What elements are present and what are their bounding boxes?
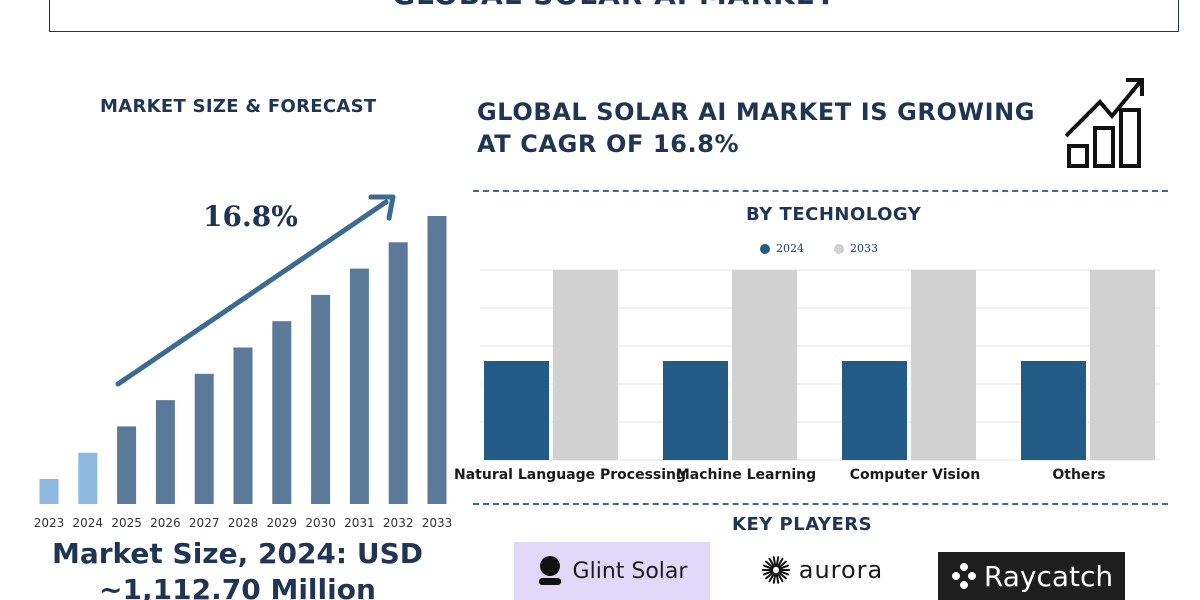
market-size-line-1: Market Size, 2024: USD [51,537,423,570]
forecast-bar-2028 [233,347,253,504]
tech-bar-2024-1 [663,361,728,460]
section-divider-bottom [473,503,1168,505]
tech-bar-2033-1 [732,270,797,460]
legend-label-2033: 2033 [850,242,878,255]
market-size-summary: Market Size, 2024: USD ~1,112.70 Million [25,536,450,600]
tech-bar-2033-0 [553,270,618,460]
aurora-logo: aurora [752,550,892,590]
year-label-2028: 2028 [228,516,259,530]
forecast-bar-2029 [272,321,292,504]
legend-label-2024: 2024 [776,242,804,255]
forecast-bar-2025 [117,426,137,504]
cagr-headline: GLOBAL SOLAR AI MARKET IS GROWING AT CAG… [477,96,1047,160]
forecast-bar-2030 [311,294,331,504]
tech-bar-2024-3 [1021,361,1086,460]
forecast-bar-2033 [427,216,447,504]
raycatch-name: Raycatch [983,559,1114,593]
tech-bar-2024-2 [842,361,907,460]
market-size-line-2: ~1,112.70 Million [99,573,376,600]
year-label-2031: 2031 [344,516,375,530]
year-label-2027: 2027 [189,516,220,530]
market-size-heading: MARKET SIZE & FORECAST [100,96,377,117]
forecast-bar-2023 [39,479,59,504]
glint-solar-logo-icon [538,556,561,585]
category-label-others: Others [1052,467,1106,483]
legend-item-2033: 2033 [834,242,878,255]
tech-bar-2033-2 [911,270,976,460]
forecast-bar-2024 [78,452,98,504]
year-label-2024: 2024 [73,516,104,530]
growth-arrow [115,194,396,387]
year-label-2025: 2025 [111,516,142,530]
year-label-2033: 2033 [422,516,453,530]
forecast-bar-2027 [194,373,214,504]
headline-line-1: GLOBAL SOLAR AI MARKET IS GROWING [477,98,1036,126]
tech-bar-2024-0 [484,361,549,460]
tech-bar-2033-3 [1090,270,1155,460]
technology-bar-chart [480,269,1160,461]
key-players-heading: KEY PLAYERS [732,514,873,535]
glint-solar-logo: Glint Solar [514,542,710,600]
forecast-bar-2032 [388,242,408,505]
page-title: GLOBAL SOLAR AI MARKET [50,0,1178,15]
raycatch-logo: Raycatch [938,552,1125,600]
legend-item-2024: 2024 [760,242,804,255]
year-label-2030: 2030 [305,516,336,530]
aurora-name: aurora [798,556,884,584]
forecast-bar-2031 [349,268,369,504]
year-label-2029: 2029 [267,516,298,530]
legend-swatch-2033 [834,243,844,254]
raycatch-logo-icon [951,563,976,589]
forecast-bar-2026 [155,400,175,504]
technology-legend: 2024 2033 [760,242,878,255]
glint-solar-name: Glint Solar [572,558,688,584]
technology-heading: BY TECHNOLOGY [746,204,922,225]
year-label-2032: 2032 [383,516,414,530]
category-label-computer-vision: Computer Vision [849,467,981,483]
cagr-annotation: 16.8% [203,200,298,233]
year-label-2023: 2023 [34,516,65,530]
forecast-bar-chart: 2023 2024 2025 2026 2027 2028 2029 2030 2031 2032… [34,194,453,530]
title-banner: GLOBAL SOLAR AI MARKET [49,0,1179,32]
category-label-nlp: Natural Language Processing [454,467,687,483]
section-divider-top [473,190,1168,192]
year-label-2026: 2026 [150,516,181,530]
category-label-machine-learning: Machine Learning [675,467,817,483]
legend-swatch-2024 [760,243,770,254]
aurora-sunburst-icon [761,556,790,584]
headline-line-2: AT CAGR OF 16.8% [477,130,740,158]
